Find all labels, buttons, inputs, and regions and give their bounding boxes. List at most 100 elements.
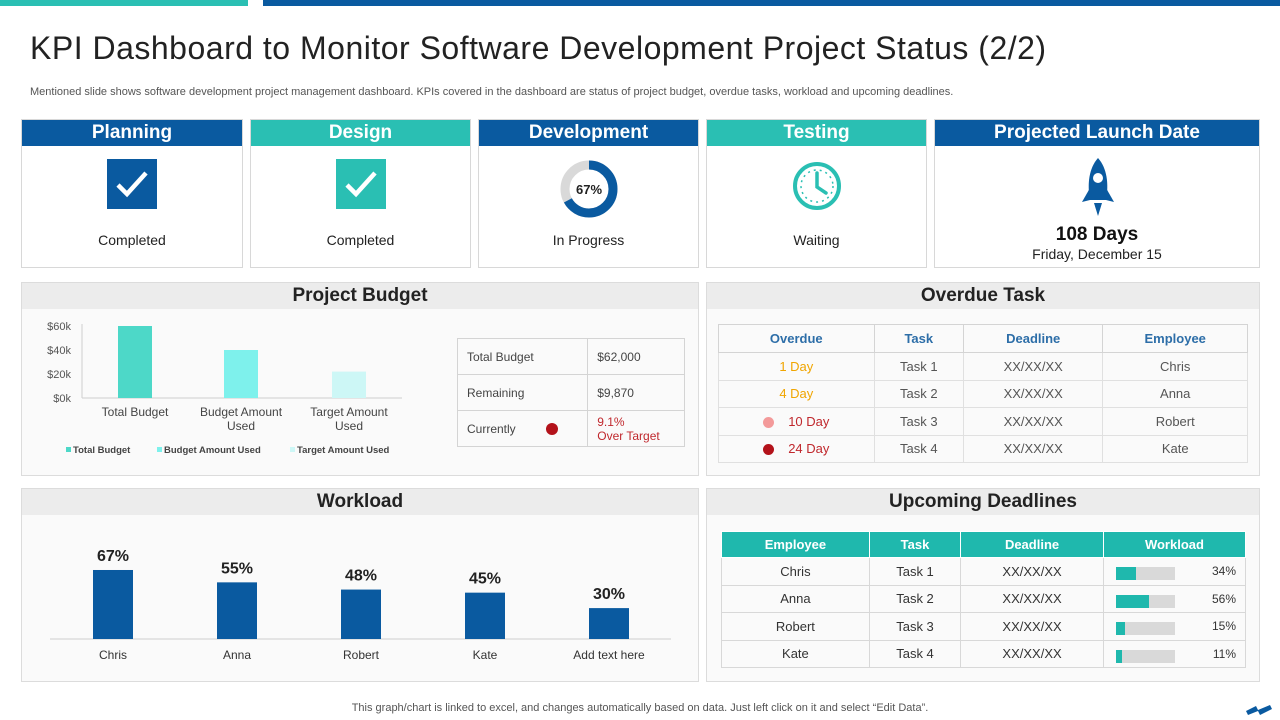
budget-currently-value: 9.1% bbox=[597, 414, 625, 429]
workload-bar bbox=[1115, 649, 1175, 663]
phase-card-launch: Projected Launch Date 108 Days Friday, D… bbox=[934, 119, 1260, 268]
budget-legend-label: Target Amount Used bbox=[297, 445, 390, 456]
workload-bar-fill bbox=[1115, 649, 1123, 663]
progress-donut-arc bbox=[560, 160, 618, 218]
budget-bar bbox=[224, 350, 258, 398]
workload-bar bbox=[217, 582, 257, 639]
upcoming-employee: Chris bbox=[721, 557, 870, 586]
budget-x-label: Used bbox=[335, 419, 363, 433]
table-row: Chris Task 1 XX/XX/XX 34% bbox=[721, 557, 1247, 586]
workload-chart: 67% Chris 55% Anna 48% Robert 45% Kate 30% Add te… bbox=[50, 548, 671, 662]
workload-data-label: 67% bbox=[97, 548, 129, 565]
workload-data-label: 30% bbox=[593, 586, 625, 603]
overdue-col-task: Task bbox=[873, 324, 964, 353]
budget-legend-swatch bbox=[66, 447, 71, 452]
budget-row-remaining: Remaining $9,870 bbox=[456, 374, 685, 411]
upcoming-deadline: XX/XX/XX bbox=[960, 557, 1104, 586]
workload-bar bbox=[1115, 567, 1175, 580]
budget-currently-label: Currently bbox=[467, 421, 516, 436]
check-icon bbox=[107, 159, 157, 209]
overdue-deadline: XX/XX/XX bbox=[962, 352, 1104, 381]
phase-card-development: Development 67% In Progress bbox=[478, 119, 699, 268]
workload-bar bbox=[341, 589, 381, 639]
overdue-deadline: XX/XX/XX bbox=[962, 379, 1104, 408]
phase-status-testing: Waiting bbox=[793, 232, 840, 248]
workload-x-label: Anna bbox=[223, 648, 251, 662]
budget-chart: $60k $40k $20k $0k Total Budget Budget Amount… bbox=[47, 321, 402, 456]
workload-bar bbox=[1115, 594, 1175, 608]
table-row: 1 Day Task 1 XX/XX/XX Chris bbox=[718, 352, 1248, 381]
upcoming-employee: Anna bbox=[721, 584, 870, 613]
overdue-employee: Robert bbox=[1102, 407, 1248, 436]
phase-title-planning: Planning bbox=[22, 120, 242, 146]
overdue-table: Overdue Task Deadline Employee 1 Day Tas… bbox=[718, 324, 1248, 463]
overdue-days: 1 Day bbox=[718, 352, 875, 381]
phase-title-development: Development bbox=[479, 120, 698, 146]
overdue-col-employee: Employee bbox=[1102, 324, 1248, 353]
status-dot-icon bbox=[545, 423, 558, 436]
table-row: 10 Day Task 3 XX/XX/XX Robert bbox=[718, 407, 1248, 436]
upcoming-col-workload: Workload bbox=[1102, 531, 1247, 558]
budget-summary-table: Total Budget $62,000 Remaining $9,870 Cu… bbox=[456, 338, 685, 447]
workload-percent: 11% bbox=[1212, 646, 1236, 661]
phase-card-design: Design Completed bbox=[250, 119, 471, 268]
overdue-employee: Chris bbox=[1102, 352, 1248, 381]
alert-dot-icon bbox=[763, 444, 775, 456]
workload-panel: Workload 67% Chris 55% Anna 48% Robert 45% Kate… bbox=[21, 488, 699, 682]
table-row: Anna Task 2 XX/XX/XX 56% bbox=[721, 584, 1247, 613]
upcoming-deadline: XX/XX/XX bbox=[960, 639, 1104, 668]
budget-total-value: $62,000 bbox=[587, 338, 685, 375]
overdue-col-overdue: Overdue bbox=[718, 324, 875, 353]
check-icon bbox=[335, 159, 386, 209]
budget-bar bbox=[118, 326, 152, 398]
progress-donut: 67% bbox=[560, 160, 618, 218]
upcoming-col-task: Task bbox=[868, 531, 962, 558]
budget-y-tick: $40k bbox=[47, 345, 71, 357]
upcoming-panel: Upcoming Deadlines Employee Task Deadlin… bbox=[706, 488, 1260, 682]
budget-legend-swatch bbox=[157, 447, 162, 452]
workload-percent: 34% bbox=[1211, 564, 1236, 578]
launch-date: Friday, December 15 bbox=[1032, 246, 1162, 262]
top-accent-blue bbox=[263, 0, 1280, 6]
budget-panel: Project Budget $60k $40k $20k $0k Total Budg… bbox=[21, 282, 699, 476]
overdue-table-header: Overdue Task Deadline Employee bbox=[718, 324, 1248, 353]
budget-x-label: Total Budget bbox=[102, 405, 169, 419]
budget-x-label: Used bbox=[227, 419, 255, 433]
workload-data-label: 48% bbox=[345, 568, 377, 585]
budget-x-label: Budget Amount bbox=[200, 405, 283, 419]
workload-x-label: Add text here bbox=[573, 648, 645, 662]
rocket-icon bbox=[1082, 158, 1114, 216]
overdue-deadline: XX/XX/XX bbox=[962, 434, 1104, 463]
overdue-days: 10 Day bbox=[788, 413, 830, 429]
budget-remaining-value: $9,870 bbox=[587, 374, 685, 411]
budget-currently-note: Over Target bbox=[597, 428, 660, 443]
workload-panel-title: Workload bbox=[22, 489, 698, 515]
workload-bar bbox=[93, 569, 133, 639]
workload-percent: 56% bbox=[1211, 591, 1236, 606]
budget-legend-label: Total Budget bbox=[73, 445, 131, 456]
budget-legend-label: Budget Amount Used bbox=[164, 445, 261, 456]
overdue-panel: Overdue Task Overdue Task Deadline Emplo… bbox=[706, 282, 1260, 476]
budget-y-tick: $0k bbox=[53, 393, 71, 405]
brand-logo-icon bbox=[1246, 705, 1272, 715]
launch-days: 108 Days bbox=[1055, 224, 1139, 245]
overdue-task: Task 2 bbox=[873, 379, 964, 408]
page-subtitle: Mentioned slide shows software developme… bbox=[30, 86, 954, 98]
budget-y-tick: $20k bbox=[47, 369, 71, 381]
upcoming-task: Task 2 bbox=[868, 584, 962, 613]
upcoming-deadline: XX/XX/XX bbox=[960, 612, 1104, 641]
phase-title-launch: Projected Launch Date bbox=[935, 120, 1259, 146]
upcoming-employee: Robert bbox=[721, 612, 870, 641]
phase-status-design: Completed bbox=[326, 232, 395, 248]
table-row: 4 Day Task 2 XX/XX/XX Anna bbox=[718, 379, 1248, 408]
overdue-panel-title: Overdue Task bbox=[707, 283, 1259, 309]
workload-data-label: 45% bbox=[469, 571, 501, 588]
budget-bar bbox=[332, 371, 366, 398]
progress-donut-label: 67% bbox=[576, 182, 602, 197]
page-title: KPI Dashboard to Monitor Software Develo… bbox=[30, 30, 1047, 66]
workload-x-label: Kate bbox=[473, 648, 498, 662]
overdue-deadline: XX/XX/XX bbox=[962, 407, 1104, 436]
workload-bar bbox=[1115, 622, 1175, 635]
overdue-task: Task 1 bbox=[873, 352, 964, 381]
workload-percent: 15% bbox=[1211, 619, 1236, 633]
